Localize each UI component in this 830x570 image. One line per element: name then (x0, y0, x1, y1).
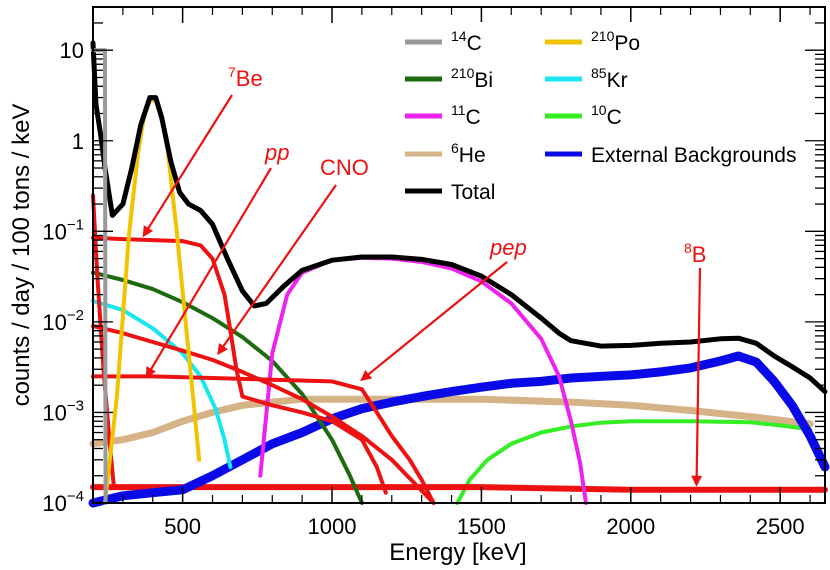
x-tick-label: 1500 (457, 514, 506, 539)
axis-ticks (93, 6, 825, 504)
legend-label-c10: 10C (591, 102, 622, 129)
legend-label-he6: 6He (451, 140, 486, 167)
annotation-arrow-b8 (691, 267, 703, 487)
annotation-arrow-cno (217, 184, 337, 356)
legend-label-c11: 11C (451, 102, 481, 129)
legend-label-c14: 14C (451, 28, 482, 55)
annotation-arrow-pep (360, 261, 508, 382)
series-line-c11 (258, 255, 588, 505)
y-tick-label: 1 (72, 129, 84, 154)
plot-frame (92, 6, 826, 504)
series-line-ext (88, 351, 830, 508)
legend-label-po210: 210Po (591, 28, 640, 55)
x-axis-label: Energy [keV] (389, 539, 526, 566)
series-line-total (90, 40, 828, 395)
series-line-c10 (455, 419, 813, 505)
legend-label-bi210: 210Bi (451, 65, 493, 92)
series-line-cno (91, 324, 436, 505)
y-tick-label: 10 (60, 38, 84, 63)
legend: 14C 210Po 210Bi 85Kr 11C 10C 6He External Backg… (405, 28, 796, 204)
series-line-he6 (89, 395, 814, 448)
legend-background (395, 22, 795, 212)
series-line-b8 (90, 484, 828, 493)
y-tick-label: 10−4 (42, 488, 84, 516)
legend-label-kr85: 85Kr (591, 65, 628, 92)
annotations: 7Be pp CNO pep 8B (142, 64, 706, 487)
y-tick-label: 10−1 (42, 216, 84, 244)
annotation-label-be7: 7Be (228, 64, 263, 91)
x-tick-label: 2500 (756, 514, 805, 539)
y-tick-label: 10−3 (42, 397, 84, 425)
annotation-label-b8: 8B (684, 240, 706, 267)
y-tick-label: 10−2 (42, 307, 84, 335)
annotation-label-pep: pep (489, 235, 527, 260)
legend-label-ext: External Backgrounds (591, 144, 796, 167)
series-line-bi210 (91, 270, 364, 505)
y-axis-label: counts / day / 100 tons / keV (8, 104, 35, 407)
legend-label-total: Total (451, 181, 495, 204)
series-line-be7 (91, 235, 388, 495)
x-tick-label: 500 (164, 514, 201, 539)
annotation-label-pp: pp (264, 140, 289, 165)
annotation-label-cno: CNO (320, 155, 369, 180)
x-tick-label: 1000 (308, 514, 357, 539)
annotation-arrow-be7 (142, 94, 233, 238)
x-tick-label: 2000 (606, 514, 655, 539)
annotation-arrow-pp (145, 167, 272, 379)
